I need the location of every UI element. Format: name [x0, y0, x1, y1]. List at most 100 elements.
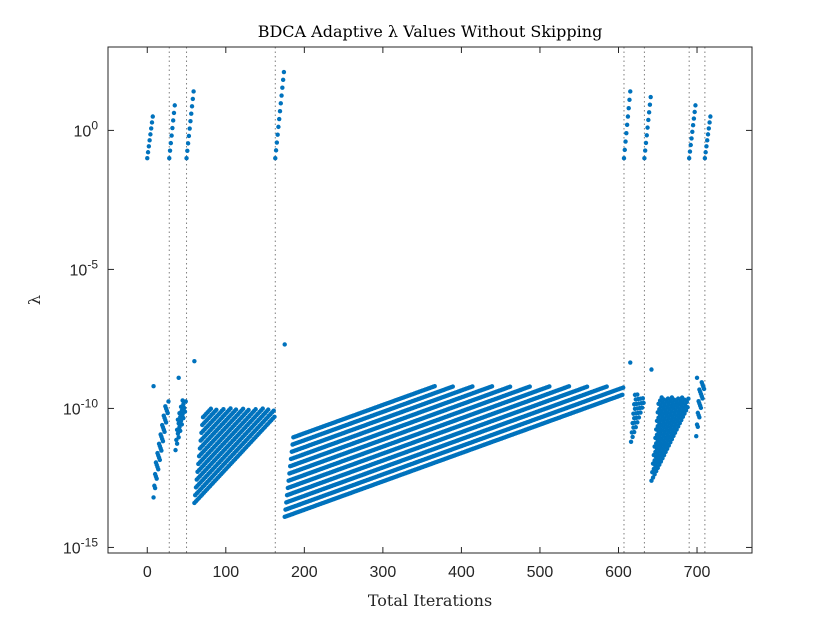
- data-point: [690, 129, 695, 134]
- data-point: [146, 144, 152, 149]
- data-point: [253, 407, 258, 412]
- data-point: [147, 138, 152, 143]
- data-point: [450, 384, 455, 389]
- data-point: [628, 89, 633, 94]
- data-point: [176, 435, 181, 440]
- data-point: [168, 140, 174, 146]
- data-point: [628, 360, 633, 365]
- y-axis-label: λ: [25, 295, 44, 305]
- data-point: [246, 407, 251, 413]
- data-point: [154, 476, 159, 481]
- data-point: [233, 407, 239, 412]
- data-point: [566, 384, 572, 389]
- data-point: [646, 110, 652, 115]
- data-point: [189, 104, 195, 109]
- data-point: [635, 420, 640, 425]
- data-point: [432, 383, 437, 389]
- data-point: [187, 126, 192, 131]
- data-point: [625, 114, 631, 119]
- data-point: [150, 114, 155, 119]
- data-point: [646, 117, 651, 123]
- data-point: [179, 422, 185, 427]
- data-point: [157, 457, 163, 463]
- chart-title: BDCA Adaptive λ Values Without Skipping: [258, 22, 603, 41]
- y-tick-label: 10-15: [63, 535, 98, 557]
- data-point: [470, 384, 475, 389]
- data-point: [643, 140, 649, 146]
- data-point: [145, 150, 151, 155]
- data-point: [489, 384, 495, 389]
- y-tick-label: 10-5: [70, 257, 99, 279]
- data-point: [189, 111, 194, 116]
- data-point: [702, 156, 708, 161]
- data-point: [149, 120, 155, 125]
- data-point: [274, 140, 280, 145]
- x-tick-label: 400: [448, 564, 475, 581]
- data-point: [176, 375, 181, 381]
- data-point: [276, 124, 281, 130]
- data-points: [145, 69, 713, 520]
- data-point: [273, 156, 278, 161]
- data-point: [282, 342, 287, 347]
- y-axis-ticks: 100 10-5 10-10 10-15: [63, 118, 752, 557]
- x-tick-label: 200: [291, 564, 318, 581]
- data-point: [700, 396, 705, 401]
- data-point: [644, 133, 649, 138]
- data-point: [186, 133, 192, 139]
- data-point: [278, 101, 283, 106]
- data-point: [240, 406, 246, 412]
- data-point: [624, 122, 630, 128]
- data-point: [701, 386, 707, 392]
- data-point: [228, 406, 233, 411]
- data-point: [281, 69, 287, 75]
- data-point: [690, 122, 696, 128]
- data-point: [170, 118, 176, 123]
- data-point: [271, 408, 276, 413]
- data-point: [584, 384, 590, 389]
- data-point: [151, 383, 156, 389]
- data-point: [148, 132, 153, 137]
- data-point: [272, 414, 277, 419]
- data-point: [191, 89, 196, 94]
- data-point: [152, 485, 158, 491]
- data-point: [623, 139, 628, 144]
- data-point: [221, 406, 226, 412]
- data-point: [171, 110, 177, 116]
- data-point: [708, 114, 713, 119]
- data-point: [275, 132, 280, 137]
- data-point: [183, 399, 188, 404]
- data-point: [149, 126, 154, 131]
- data-point: [642, 156, 647, 161]
- data-point: [170, 125, 175, 131]
- data-point: [697, 415, 702, 420]
- data-point: [214, 407, 219, 412]
- data-point: [630, 434, 635, 440]
- data-point: [280, 77, 286, 83]
- data-point: [685, 405, 690, 410]
- data-point: [181, 415, 186, 421]
- x-tick-label: 600: [605, 564, 632, 581]
- data-point: [181, 405, 187, 411]
- x-tick-label: 100: [212, 564, 239, 581]
- x-tick-label: 500: [527, 564, 554, 581]
- data-point: [639, 405, 645, 410]
- data-point: [266, 407, 271, 412]
- data-point: [604, 384, 609, 389]
- data-point: [507, 384, 513, 389]
- data-point: [165, 410, 170, 416]
- plot-frame: [107, 46, 753, 554]
- data-point: [692, 109, 697, 115]
- data-point: [642, 148, 648, 153]
- data-point: [145, 156, 150, 161]
- data-point: [160, 439, 166, 444]
- data-point: [273, 148, 279, 153]
- data-point: [689, 136, 694, 141]
- data-point: [621, 156, 627, 161]
- data-point: [178, 428, 183, 434]
- data-point: [633, 425, 638, 430]
- data-point: [277, 116, 282, 122]
- data-point: [706, 126, 711, 131]
- data-point: [626, 105, 631, 111]
- data-point: [693, 103, 698, 108]
